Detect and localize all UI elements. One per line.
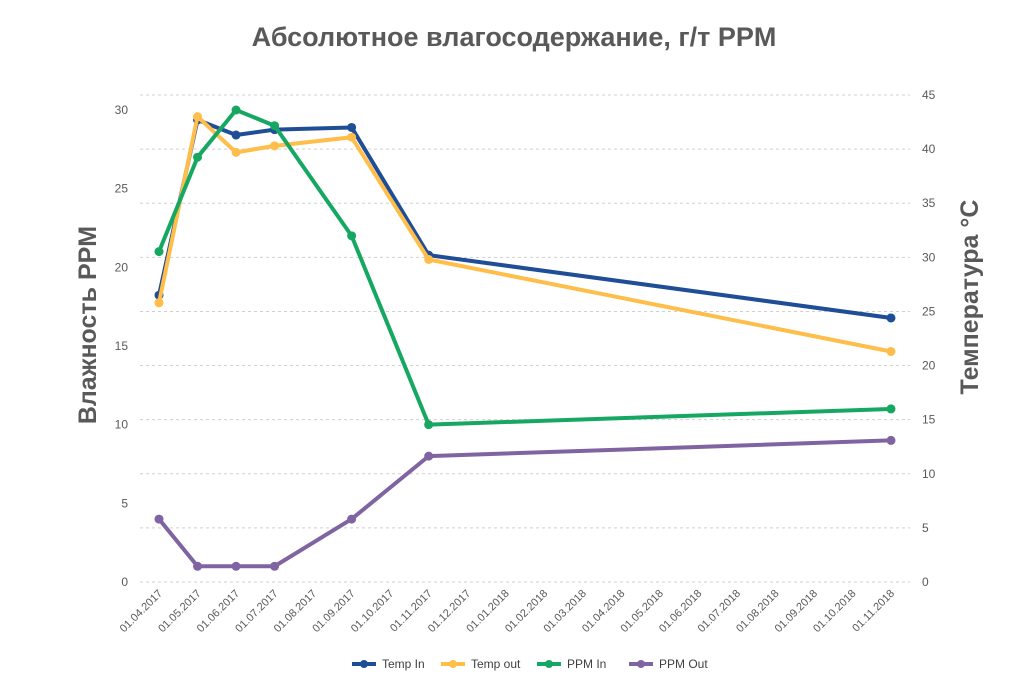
right-tick-label: 20: [922, 359, 936, 373]
legend-label: Temp In: [382, 657, 425, 671]
data-point: [424, 254, 434, 264]
left-tick-label: 10: [115, 418, 129, 432]
right-tick-label: 40: [922, 142, 936, 156]
data-point: [347, 231, 357, 241]
legend-marker: [449, 660, 457, 668]
right-tick-label: 10: [922, 467, 936, 481]
legend-marker: [637, 660, 645, 668]
data-point: [347, 514, 357, 524]
data-point: [231, 105, 241, 115]
series-line: [157, 438, 893, 569]
legend-label: Temp out: [471, 657, 521, 671]
x-tick-label: 01.11.2018: [850, 588, 897, 635]
data-point: [193, 152, 203, 162]
legend-item: PPM Out: [629, 657, 708, 671]
legend-item: PPM In: [537, 657, 606, 671]
data-point: [154, 514, 164, 524]
data-point: [347, 122, 357, 132]
right-tick-label: 5: [922, 521, 929, 535]
chart-title: Абсолютное влагосодержание, г/т PPM: [252, 22, 777, 52]
data-point: [193, 561, 203, 571]
data-point: [424, 420, 434, 430]
data-point: [270, 141, 280, 151]
right-axis-title: Температура °C: [956, 200, 984, 395]
data-point: [424, 451, 434, 461]
legend-label: PPM In: [567, 657, 606, 671]
left-axis-title: Влажность PPM: [74, 226, 102, 424]
data-point: [154, 298, 164, 308]
series-line: [157, 114, 893, 354]
series-temp-out: [154, 112, 896, 356]
left-tick-label: 5: [121, 496, 128, 510]
legend: Temp In Temp out PPM In PPM Out: [352, 657, 708, 671]
right-tick-label: 30: [922, 250, 936, 264]
series-ppm-out: [154, 435, 896, 571]
series-ppm-in: [154, 105, 896, 430]
data-point: [347, 132, 357, 142]
data-point: [270, 121, 280, 131]
left-tick-label: 25: [115, 182, 129, 196]
right-tick-label: 25: [922, 304, 936, 318]
data-point: [193, 112, 203, 122]
data-point: [270, 561, 280, 571]
data-point: [886, 346, 896, 356]
left-tick-label: 20: [115, 260, 129, 274]
data-point: [886, 313, 896, 323]
right-tick-label: 35: [922, 196, 936, 210]
right-tick-label: 45: [922, 88, 936, 102]
series-lines: [154, 105, 896, 571]
data-point: [886, 404, 896, 414]
data-point: [231, 130, 241, 140]
gridlines: [140, 94, 910, 583]
legend-item: Temp In: [352, 657, 425, 671]
left-tick-label: 15: [115, 339, 129, 353]
right-tick-label: 0: [922, 575, 929, 589]
left-tick-label: 0: [121, 575, 128, 589]
legend-marker: [360, 660, 368, 668]
legend-marker: [545, 660, 553, 668]
data-point: [886, 435, 896, 445]
data-point: [231, 147, 241, 157]
right-axis-ticks: 0 5 10 15 20 25 30 35 40 45: [922, 88, 936, 589]
left-axis-ticks: 0 5 10 15 20 25 30: [115, 103, 129, 589]
legend-label: PPM Out: [659, 657, 708, 671]
legend-item: Temp out: [441, 657, 521, 671]
left-tick-label: 30: [115, 103, 129, 117]
right-tick-label: 15: [922, 413, 936, 427]
data-point: [154, 247, 164, 257]
data-point: [231, 561, 241, 571]
x-axis-ticks: 01.04.201701.05.201701.06.201701.07.2017…: [118, 588, 897, 635]
